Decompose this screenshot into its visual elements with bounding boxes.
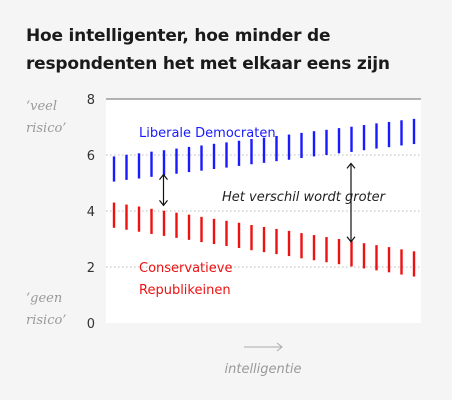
y-bottom-label-line-2: risico’ bbox=[26, 313, 66, 328]
arrow-2-head-top bbox=[346, 162, 356, 169]
ytick-label-6: 6 bbox=[87, 149, 95, 164]
ytick-label-8: 8 bbox=[87, 93, 95, 108]
y-top-label: ‘veel risico’ bbox=[26, 99, 66, 136]
x-axis-arrow-head bbox=[276, 342, 283, 352]
chart-title: Hoe intelligenter, hoe minder de respond… bbox=[26, 22, 436, 78]
x-axis-label: intelligentie bbox=[225, 362, 302, 377]
y-bottom-label: ‘geen risico’ bbox=[26, 291, 66, 328]
difference-annotation: Het verschil wordt groter bbox=[222, 190, 387, 205]
y-top-label-line-1: ‘veel bbox=[26, 99, 57, 114]
chart-title-line-1: Hoe intelligenter, hoe minder de bbox=[26, 26, 331, 46]
liberal-series-label-line-1: Liberale Democraten bbox=[139, 126, 276, 141]
y-top-label-line-2: risico’ bbox=[26, 121, 66, 136]
y-bottom-label-line-1: ‘geen bbox=[26, 291, 62, 306]
liberal-series-label: Liberale Democraten bbox=[139, 126, 276, 141]
conservative-series-label-line-1: Conservatieve bbox=[139, 261, 232, 276]
ytick-label-0: 0 bbox=[87, 317, 95, 332]
conservative-series-label: Conservatieve Republikeinen bbox=[139, 261, 232, 298]
ytick-label-4: 4 bbox=[87, 205, 95, 220]
arrow-2-head-bottom bbox=[346, 236, 356, 243]
chart-title-line-2: respondenten het met elkaar eens zijn bbox=[26, 54, 390, 74]
ytick-label-2: 2 bbox=[87, 261, 95, 276]
arrow-1-head-top bbox=[159, 173, 168, 180]
conservative-series-label-line-2: Republikeinen bbox=[139, 283, 231, 298]
arrow-1-head-bottom bbox=[159, 200, 168, 207]
